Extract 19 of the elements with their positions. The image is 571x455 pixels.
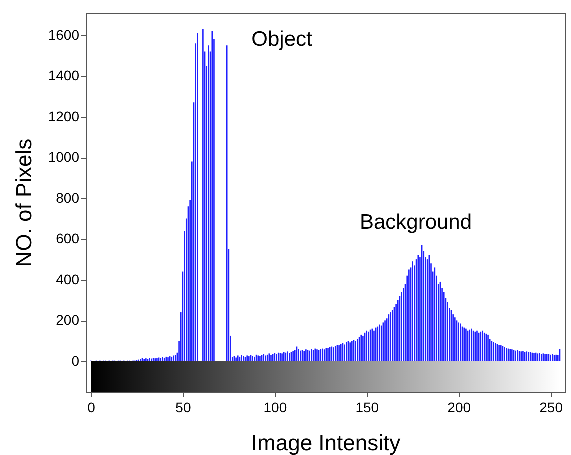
x-tick-label: 50 (176, 400, 192, 416)
y-tick-label: 200 (56, 312, 80, 328)
x-axis-title: Image Intensity (251, 430, 401, 455)
y-tick-label: 600 (56, 230, 80, 247)
x-tick-label: 200 (448, 400, 472, 416)
y-tick-label: 400 (56, 271, 80, 288)
y-axis-title: NO. of Pixels (11, 138, 36, 268)
annotation: Object (252, 28, 313, 51)
y-tick-label: 800 (56, 190, 80, 206)
x-tick-label: 250 (540, 400, 564, 416)
annotation: Background (360, 211, 472, 234)
y-tick-label: 1200 (48, 108, 80, 124)
y-tick-label: 0 (72, 352, 80, 369)
y-tick-label: 1000 (48, 149, 80, 166)
x-tick-label: 150 (356, 400, 380, 416)
y-tick-label: 1600 (48, 26, 80, 43)
x-tick-label: 0 (88, 400, 96, 416)
y-tick-label: 1400 (48, 68, 80, 84)
x-tick-label: 100 (264, 400, 288, 416)
